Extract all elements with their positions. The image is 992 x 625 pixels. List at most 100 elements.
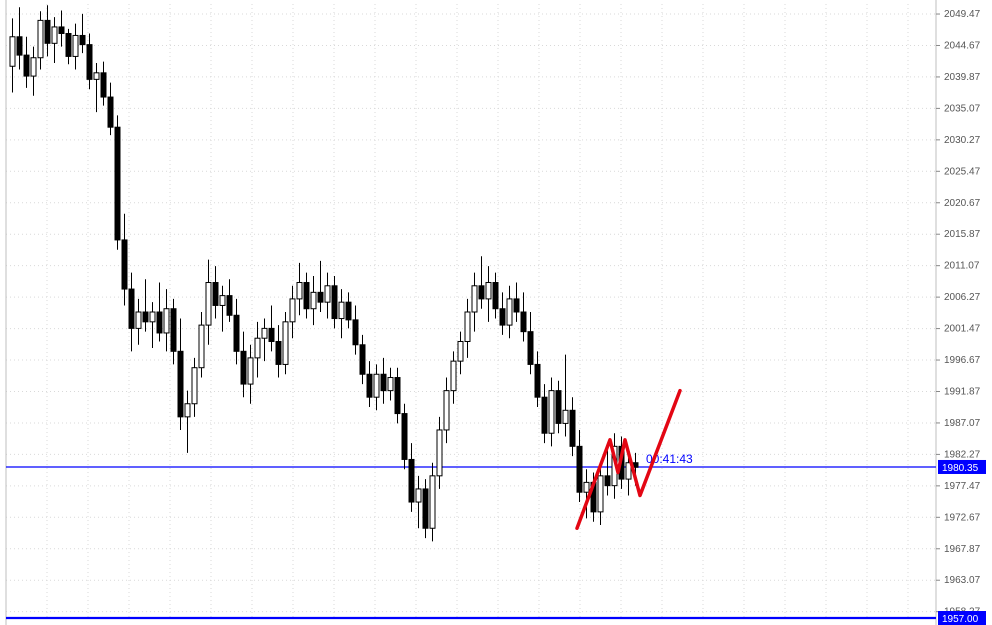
candle [402,414,407,460]
candle [255,338,260,358]
candle [486,283,491,299]
candle [535,364,540,397]
candle [157,312,162,333]
candle [73,35,78,56]
candle [437,430,442,476]
candle [521,312,526,332]
y-tick-label: 2025.47 [944,166,981,177]
candle [332,286,337,319]
candle [290,299,295,322]
candle [542,397,547,433]
candle [164,309,169,333]
svg-text:1957.00: 1957.00 [942,614,979,625]
y-tick-label: 2020.67 [944,198,981,209]
candle [87,45,92,80]
candle [150,312,155,322]
candle [80,35,85,44]
candle [311,292,316,308]
candle [10,37,15,66]
candle [276,341,281,364]
y-tick-label: 2015.87 [944,229,981,240]
y-tick-label: 2039.87 [944,72,981,83]
candle [493,283,498,309]
candle [430,476,435,528]
candle [45,20,50,43]
candle [31,58,36,76]
candle [304,283,309,309]
candle [101,73,106,97]
candle [227,296,232,316]
candle [122,240,127,289]
y-tick-label: 2001.47 [944,324,981,335]
candle [185,404,190,417]
candle [556,391,561,424]
price-tag: 1980.35 [938,460,986,474]
candle [346,302,351,320]
candle [444,391,449,430]
candle [570,410,575,446]
candle [339,302,344,318]
candle [213,283,218,306]
y-tick-label: 1987.07 [944,418,981,429]
price-tag: 1957.00 [938,611,986,625]
candle [549,391,554,434]
y-tick-label: 1996.67 [944,355,981,366]
candle [129,289,134,328]
candle [416,489,421,502]
candle [220,296,225,306]
candle [171,309,176,352]
y-tick-label: 2030.27 [944,135,981,146]
y-tick-label: 2049.47 [944,9,981,20]
candle [178,351,183,417]
candle [38,20,43,57]
candle [528,332,533,365]
candle [367,374,372,397]
candle [283,322,288,365]
y-tick-label: 2044.67 [944,40,981,51]
candle [241,351,246,384]
candle [143,312,148,322]
candle [199,325,204,368]
candle [507,299,512,325]
candle [381,374,386,390]
candle [318,292,323,302]
candle [192,368,197,404]
candle [465,312,470,341]
candle [262,328,267,338]
candle [577,446,582,492]
candle [17,37,22,55]
candle [248,358,253,384]
y-tick-label: 1972.67 [944,512,981,523]
candle [66,33,71,56]
chart-canvas: 2049.47 2044.67 2039.87 2035.07 2030.27 2025.… [0,0,992,625]
candle [451,361,456,390]
candle [423,489,428,528]
candle [479,286,484,299]
candle [353,320,358,345]
y-tick-label: 1991.87 [944,386,981,397]
candle [395,378,400,414]
candle [360,345,365,374]
candle [269,328,274,341]
candle [563,410,568,423]
candle [108,97,113,127]
candle [605,476,610,486]
candle [388,378,393,391]
y-tick-label: 2006.27 [944,292,981,303]
candle [206,283,211,326]
candle [325,286,330,302]
candle [584,482,589,492]
price-chart[interactable]: 2049.47 2044.67 2039.87 2035.07 2030.27 2025.… [0,0,992,625]
candle [115,127,120,240]
y-tick-label: 1967.87 [944,544,981,555]
y-tick-label: 1982.27 [944,449,981,460]
y-tick-label: 2011.07 [944,261,980,272]
candle [598,476,603,512]
y-tick-label: 2035.07 [944,103,981,114]
candle [500,309,505,325]
svg-text:1980.35: 1980.35 [942,463,979,474]
candle [374,374,379,397]
candle [409,459,414,502]
candle [514,299,519,312]
candle [234,315,239,351]
